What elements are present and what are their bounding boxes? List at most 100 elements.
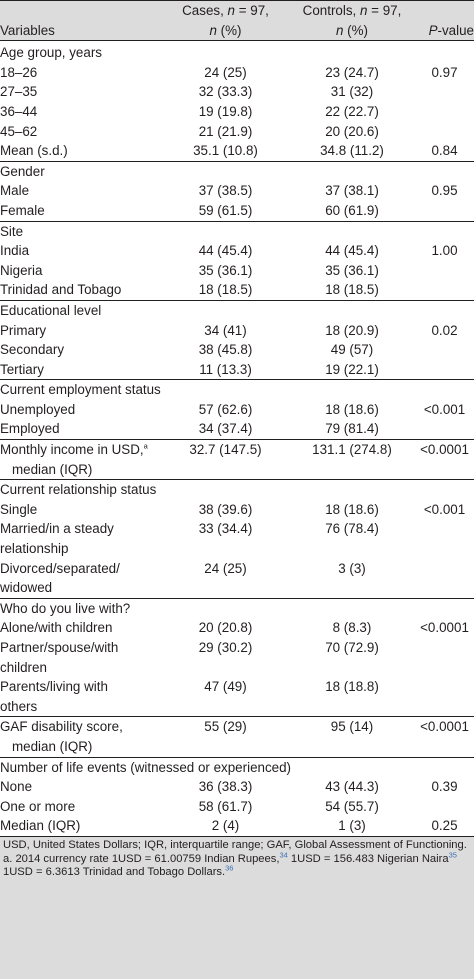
row-label-line1: GAF disability score, [0, 717, 162, 737]
controls-value: 54 (55.7) [325, 798, 379, 814]
table-row: Tertiary 11 (13.3) 19 (22.1) [0, 360, 474, 380]
p-value: 0.02 [431, 322, 458, 338]
section-row: Current relationship status [0, 479, 474, 500]
row-label-text: Male [0, 183, 30, 199]
p-value [415, 559, 474, 599]
header-controls: Controls, n = 97, n (%) [289, 0, 415, 42]
table-footnotes: USD, United States Dollars; IQR, interqu… [0, 836, 474, 979]
controls-value: 18 (18.6) [325, 401, 379, 417]
p-value: 0.97 [431, 64, 458, 80]
table-row: Male 37 (38.5) 37 (38.1) 0.95 [0, 181, 474, 201]
p-value: <0.001 [423, 501, 466, 517]
controls-value: 18 (18.5) [325, 282, 379, 298]
controls-value: 19 (22.1) [325, 361, 379, 377]
row-label: Monthly income in USD,a median (IQR) [0, 439, 162, 480]
row-label-text: Unemployed [0, 401, 76, 417]
row-label-line1: Single [0, 500, 162, 520]
header-cases-line1: Cases, n = 97, [182, 3, 269, 18]
row-label-line1: 45–62 [0, 122, 162, 142]
reference-link[interactable]: 36 [225, 863, 234, 873]
row-label-text: India [0, 243, 30, 259]
row-label-text: Married/in a steady [0, 521, 114, 537]
cases-value: 29 (30.2) [198, 640, 253, 655]
cases-value: 21 (21.9) [198, 123, 253, 139]
p-value [415, 419, 474, 439]
cases-value: 38 (45.8) [198, 342, 253, 358]
table-row: Partner/spouse/with children 29 (30.2) 70 (… [0, 638, 474, 677]
section-label: Number of life events (witnessed or expe… [0, 756, 474, 778]
cases-value: 2 (4) [162, 816, 289, 837]
p-value [415, 638, 474, 677]
row-label-text: Trinidad and Tobago [0, 282, 122, 298]
p-value [415, 122, 474, 142]
p-value: <0.0001 [420, 620, 469, 636]
table-row: One or more 58 (61.7) 54 (55.7) [0, 797, 474, 817]
row-label: None [0, 777, 162, 797]
footnote-currency-2: 1USD = 6.3613 Trinidad and Tobago Dollar… [3, 863, 470, 880]
row-label-line1: Nigeria [0, 261, 162, 281]
controls-value: 8 (8.3) [332, 620, 372, 636]
table-row: 18–26 24 (25) 23 (24.7) 0.97 [0, 63, 474, 83]
table-row: 36–44 19 (19.8) 22 (22.7) [0, 102, 474, 122]
row-label-line1: India [0, 241, 162, 261]
row-label: 27–35 [0, 82, 162, 102]
row-label-line2: children [0, 659, 47, 675]
row-label-text: Secondary [0, 342, 65, 358]
row-label-text: Female [0, 202, 45, 218]
row-label-line1: Trinidad and Tobago [0, 280, 162, 300]
p-value [415, 201, 474, 221]
section-label: Who do you live with? [0, 597, 474, 619]
row-label-line1: 18–26 [0, 63, 162, 83]
row-label: Mean (s.d.) [0, 141, 162, 161]
table-row: 45–62 21 (21.9) 20 (20.6) [0, 122, 474, 142]
p-value: 0.84 [431, 143, 458, 159]
row-label: 45–62 [0, 122, 162, 142]
row-label-line1: Mean (s.d.) [0, 141, 162, 161]
table-row: Female 59 (61.5) 60 (61.9) [0, 201, 474, 221]
row-label-line1: 36–44 [0, 102, 162, 122]
controls-value: 60 (61.9) [325, 202, 379, 218]
p-value [415, 102, 474, 122]
row-label-line1: Partner/spouse/with [0, 638, 162, 658]
table-row: Unemployed 57 (62.6) 18 (18.6) <0.001 [0, 400, 474, 420]
controls-value: 70 (72.9) [325, 640, 379, 655]
section-label: Gender [0, 160, 474, 182]
row-label: Median (IQR) [0, 816, 162, 837]
row-label-line1: None [0, 777, 162, 797]
p-value: <0.001 [423, 401, 466, 417]
header-cases: Cases, n = 97, n (%) [162, 0, 289, 42]
footnote-currency-1: a. 2014 currency rate 1USD = 61.00759 In… [3, 849, 470, 867]
row-label-line1: Divorced/separated/ [0, 559, 162, 579]
controls-value: 22 (22.7) [325, 103, 379, 119]
table-row: None 36 (38.3) 43 (44.3) 0.39 [0, 777, 474, 797]
header-cases-line2: n (%) [209, 22, 242, 38]
row-label: 18–26 [0, 63, 162, 83]
row-label-text: Parents/living with [0, 679, 108, 695]
cases-value: 34 (37.4) [198, 421, 253, 437]
footnote-marker: a [143, 441, 148, 451]
footnote-currency-1b: 1USD = 156.483 Nigerian Naira [287, 852, 449, 865]
row-label: Nigeria [0, 261, 162, 281]
row-label: Male [0, 181, 162, 201]
row-label-line1: Unemployed [0, 400, 162, 420]
row-label-line2: median (IQR) [12, 738, 93, 754]
reference-link[interactable]: 35 [448, 849, 457, 859]
table-row: Mean (s.d.) 35.1 (10.8) 34.8 (11.2) 0.84 [0, 141, 474, 161]
row-label-line1: Primary [0, 321, 162, 341]
row-label: Partner/spouse/with children [0, 638, 162, 677]
row-label-line1: Male [0, 181, 162, 201]
section-row: Age group, years [0, 41, 474, 63]
row-label: Unemployed [0, 400, 162, 420]
row-label-text: GAF disability score, [0, 719, 123, 735]
row-label-line1: Female [0, 201, 162, 221]
reference-link[interactable]: 34 [279, 849, 288, 859]
p-value [415, 340, 474, 360]
cases-value: 32 (33.3) [198, 84, 253, 100]
p-value [415, 280, 474, 300]
controls-value: 79 (81.4) [325, 421, 379, 437]
row-label: Secondary [0, 340, 162, 360]
section-row: GAF disability score, median (IQR) 55 (29)… [0, 716, 474, 758]
controls-value: 43 (44.3) [325, 779, 379, 795]
table-row: India 44 (45.4) 44 (45.4) 1.00 [0, 241, 474, 261]
